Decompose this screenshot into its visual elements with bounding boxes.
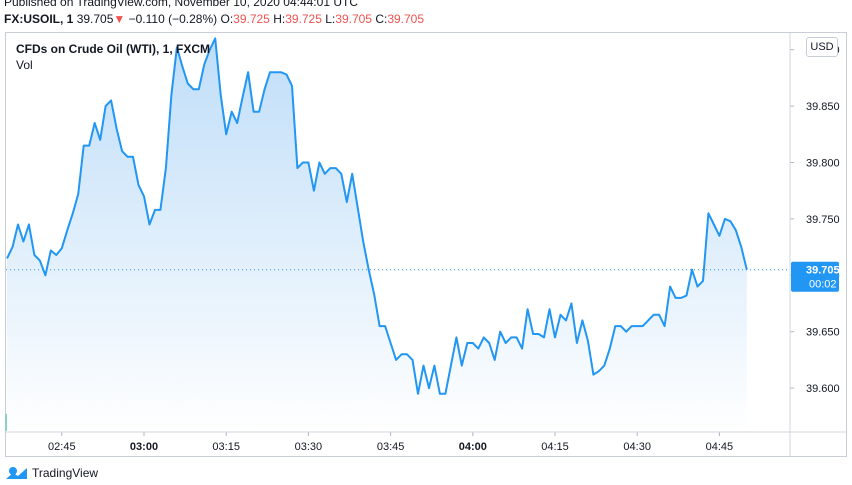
chart-title: CFDs on Crude Oil (WTI), 1, FXCM [16,42,210,56]
x-tick-label: 03:45 [377,441,405,453]
price-line [6,37,748,395]
price-area [7,38,747,433]
x-tick-label: 03:00 [130,441,158,453]
x-tick-label: 03:30 [295,441,323,453]
y-tick-label: 39.850 [806,101,840,113]
currency-button[interactable]: USD [806,37,838,57]
x-tick-label: 04:45 [706,441,734,453]
x-tick-label: 03:15 [212,441,240,453]
high-label: H: [273,12,286,26]
bar-countdown: 00:02 [809,279,837,291]
last-price-value: 39.705 [806,265,840,277]
volume-label: Vol [16,58,33,72]
last-price: 39.705 [76,12,114,26]
high-value: 39.725 [285,12,322,26]
chart-frame [5,32,847,457]
tradingview-logo-icon [6,467,27,479]
open-label: O: [220,12,234,26]
x-tick-label: 04:15 [541,441,569,453]
close-label: C: [375,12,388,26]
published-note: Published on TradingView.com, November 1… [4,0,358,9]
low-value: 39.705 [335,12,372,26]
x-tick-label: 02:45 [48,441,76,453]
down-arrow-icon: ▼ [113,12,126,26]
y-tick-label: 39.650 [806,327,840,339]
y-tick-label: 39.800 [806,158,840,170]
footer-brand[interactable]: TradingView [6,466,98,480]
y-tick-label: 39.600 [806,383,840,395]
last-price-label: 39.705 00:02 [791,261,840,292]
quote-line: FX:USOIL, 1 39.705▼ −0.110 (−0.28%) O:39… [4,12,424,26]
y-tick-label: 39.750 [806,214,840,226]
x-tick-label: 04:30 [623,441,651,453]
last-price-box [791,261,839,292]
symbol-label: FX:USOIL, 1 [4,12,74,26]
price-change: −0.110 (−0.28%) [128,12,218,26]
tradingview-brand-label: TradingView [32,466,99,480]
open-value: 39.725 [233,12,270,26]
close-value: 39.705 [387,12,425,26]
low-label: L: [325,12,336,26]
x-tick-label: 04:00 [459,441,487,453]
